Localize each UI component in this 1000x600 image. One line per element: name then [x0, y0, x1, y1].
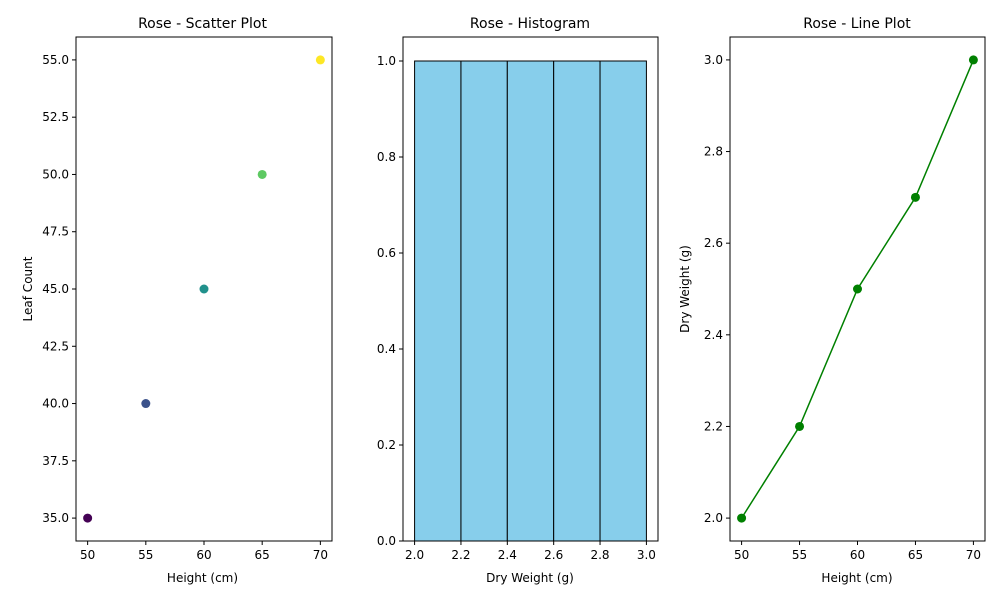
scatter-ytick-label: 50.0	[42, 167, 69, 181]
scatter-ytick-label: 35.0	[42, 511, 69, 525]
scatter-ytick-label: 40.0	[42, 397, 69, 411]
scatter-ytick-label: 55.0	[42, 53, 69, 67]
line-ytick-label: 2.8	[704, 145, 723, 159]
line-ytick-label: 2.0	[704, 511, 723, 525]
line-ylabel: Dry Weight (g)	[678, 245, 692, 333]
scatter-axes-frame	[75, 36, 333, 542]
line-xtick-label: 50	[734, 548, 749, 562]
line-xtick-label: 60	[850, 548, 865, 562]
histogram-bar	[599, 60, 647, 542]
scatter-ylabel: Leaf Count	[21, 256, 35, 321]
histogram-xtick-label: 2.2	[451, 548, 470, 562]
line-ytick-label: 2.2	[704, 419, 723, 433]
scatter-ytick-label: 37.5	[42, 454, 69, 468]
histogram-bar	[506, 60, 555, 542]
histogram-ytick-label: 0.6	[377, 246, 396, 260]
scatter-ytick-label: 45.0	[42, 282, 69, 296]
scatter-panel: Rose - Scatter Plot Height (cm) Leaf Cou…	[21, 16, 333, 585]
scatter-point	[315, 55, 325, 65]
line-ytick-label: 2.6	[704, 236, 723, 250]
histogram-ytick-label: 1.0	[377, 54, 396, 68]
histogram-xtick-label: 2.0	[405, 548, 424, 562]
line-point	[910, 192, 920, 202]
histogram-title: Rose - Histogram	[470, 16, 590, 32]
histogram-bar	[460, 60, 508, 542]
scatter-xtick-label: 55	[138, 548, 153, 562]
line-xlabel: Height (cm)	[821, 571, 892, 585]
histogram-xtick-label: 2.8	[590, 548, 609, 562]
scatter-ytick-label: 42.5	[42, 339, 69, 353]
scatter-point	[199, 284, 209, 294]
scatter-point	[257, 169, 267, 179]
line-ytick-label: 2.4	[704, 328, 723, 342]
histogram-plot-area: 2.0 2.2 2.4 2.6 2.8 3.0 0.0 0.2 0.4 0.6 0.8 1.0	[377, 36, 659, 562]
line-xtick-label: 70	[966, 548, 981, 562]
scatter-xtick-label: 70	[313, 548, 328, 562]
scatter-xtick-label: 50	[80, 548, 95, 562]
histogram-bar	[553, 60, 601, 542]
line-axes-frame	[729, 36, 986, 542]
line-panel: Rose - Line Plot Height (cm) Dry Weight …	[678, 16, 986, 585]
scatter-title: Rose - Scatter Plot	[138, 16, 267, 32]
scatter-ytick-label: 52.5	[42, 110, 69, 124]
line-xtick-label: 65	[908, 548, 923, 562]
line-plot-area: 50 55 60 65 70 2.0 2.2 2.4 2.6 2.8 3.0	[704, 36, 986, 562]
line-point	[795, 421, 805, 431]
scatter-xtick-label: 65	[255, 548, 270, 562]
line-point	[737, 513, 747, 523]
histogram-xtick-label: 2.6	[544, 548, 563, 562]
histogram-bar	[414, 60, 462, 542]
line-point	[968, 55, 978, 65]
scatter-xtick-label: 60	[196, 548, 211, 562]
histogram-xtick-label: 3.0	[637, 548, 656, 562]
line-ytick-label: 3.0	[704, 53, 723, 67]
histogram-ytick-label: 0.0	[377, 534, 396, 548]
histogram-axes-frame	[402, 36, 659, 542]
histogram-ytick-label: 0.2	[377, 438, 396, 452]
scatter-xlabel: Height (cm)	[167, 571, 238, 585]
scatter-plot-area: 50 55 60 65 70 35.0 37.5 40.0 42.5 45.0 47.5 50.0 52…	[42, 36, 333, 562]
scatter-point	[83, 513, 93, 523]
scatter-point	[141, 399, 151, 409]
scatter-ytick-label: 47.5	[42, 225, 69, 239]
histogram-xtick-label: 2.4	[498, 548, 517, 562]
histogram-ytick-label: 0.4	[377, 342, 396, 356]
line-title: Rose - Line Plot	[803, 16, 911, 32]
histogram-ytick-label: 0.8	[377, 150, 396, 164]
line-point	[853, 284, 862, 294]
histogram-xlabel: Dry Weight (g)	[486, 571, 574, 585]
histogram-panel: Rose - Histogram Dry Weight (g) 2.0 2.2 2.…	[377, 16, 659, 585]
line-xtick-label: 55	[792, 548, 807, 562]
